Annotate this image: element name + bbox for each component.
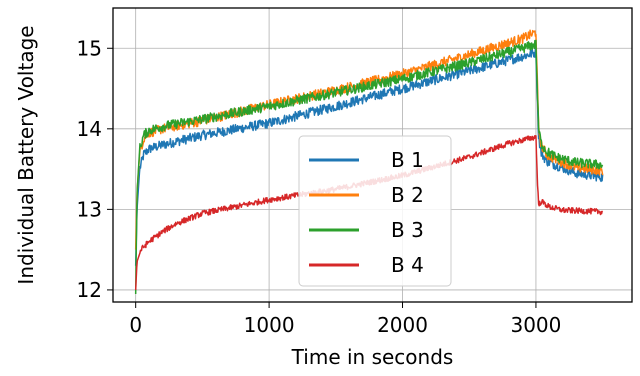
series-line-3 — [134, 39, 604, 294]
plot-frame — [112, 7, 633, 303]
x-tick-label: 0 — [129, 313, 142, 337]
y-tick-label: 12 — [77, 278, 102, 302]
axis-ticks: 0 1000 2000 3000 12 13 14 15 — [77, 36, 562, 337]
legend-label: B 3 — [391, 218, 424, 242]
y-axis-label: Individual Battery Voltage — [14, 25, 38, 284]
legend: B 1 B 2 B 3 B 4 — [298, 135, 452, 287]
x-tick-label: 2000 — [377, 313, 428, 337]
y-tick-label: 13 — [77, 197, 102, 221]
y-tick-label: 15 — [77, 36, 102, 60]
legend-label: B 1 — [391, 148, 424, 172]
legend-box — [298, 135, 452, 287]
x-axis-label: Time in seconds — [291, 345, 454, 369]
legend-label: B 2 — [391, 183, 424, 207]
series-line-1 — [134, 47, 604, 266]
legend-label: B 4 — [391, 253, 424, 277]
x-tick-label: 1000 — [244, 313, 295, 337]
x-tick-label: 3000 — [510, 313, 561, 337]
y-tick-label: 14 — [77, 117, 102, 141]
